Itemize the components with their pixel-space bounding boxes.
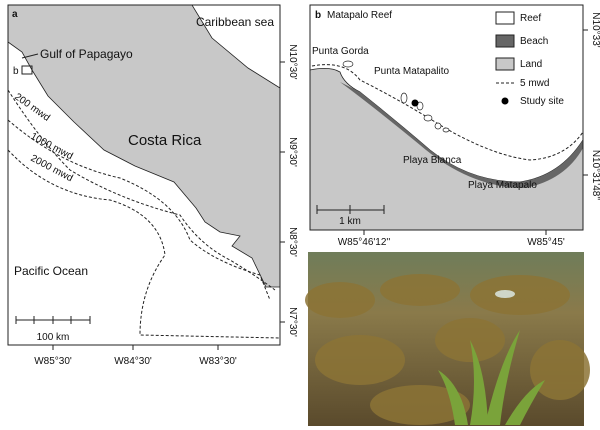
panel-b: b Matapalo Reef Reef Beach Land 5 mwd St… <box>309 4 584 231</box>
inset-label: b <box>13 66 19 77</box>
graticule: N10°30' N9°30' N8°30' N7°30' W85°30' W84°30' W… <box>34 12 600 367</box>
inset-box <box>21 65 33 75</box>
lon-label: W85°45' <box>527 237 565 248</box>
country-label: Costa Rica <box>128 132 202 149</box>
legend-label: Reef <box>520 13 541 24</box>
fish <box>495 290 515 298</box>
lon-label: W85°46'12'' <box>338 237 391 248</box>
panel-label: a <box>12 9 18 20</box>
scale-label: 1 km <box>339 216 361 227</box>
lat-label: N10°33' <box>590 12 600 47</box>
scale-bar <box>15 316 91 324</box>
land <box>7 4 281 288</box>
legend-swatch <box>501 97 509 105</box>
place-label: Playa Blanca <box>403 155 462 166</box>
legend-swatch <box>495 11 515 25</box>
lon-label: W84°30' <box>114 356 152 367</box>
reef <box>342 60 450 133</box>
lat-label: N7°30' <box>287 307 298 337</box>
place-label: Punta Matapalito <box>374 66 449 77</box>
gulf-label: Gulf of Papagayo <box>40 47 133 61</box>
legend-label: Land <box>520 59 542 70</box>
legend-label: Beach <box>520 36 548 47</box>
pointer <box>21 53 39 59</box>
study-site <box>411 99 419 107</box>
contour-2000 <box>7 149 281 339</box>
lon-label: W85°30' <box>34 356 72 367</box>
panel-title: Matapalo Reef <box>327 10 392 21</box>
sea-label: Caribbean sea <box>196 15 274 29</box>
legend: Reef Beach Land 5 mwd Study site <box>495 11 564 107</box>
lat-label: N8°30' <box>287 227 298 257</box>
scale-bar <box>316 205 385 214</box>
lat-label: N9°30' <box>287 137 298 167</box>
lat-label: N10°31'48'' <box>590 150 600 200</box>
depth-5 <box>311 64 584 161</box>
frame <box>309 4 584 231</box>
ocean-label: Pacific Ocean <box>14 264 88 278</box>
contour-1000 <box>7 119 271 301</box>
frame <box>7 4 281 346</box>
place-label: Playa Matapalo <box>468 180 537 191</box>
lat-label: N10°30' <box>287 44 298 79</box>
panel-a: a Caribbean sea Gulf of Papagayo b Costa… <box>7 4 281 346</box>
photo <box>305 252 590 426</box>
legend-label: Study site <box>520 96 564 107</box>
place-label: Punta Gorda <box>312 46 369 57</box>
panel-label: b <box>315 10 321 21</box>
legend-swatch <box>495 57 515 71</box>
legend-swatch <box>495 34 515 48</box>
contour-200 <box>7 89 276 291</box>
legend-label: 5 mwd <box>520 78 549 89</box>
scale-label: 100 km <box>37 332 70 343</box>
lon-label: W83°30' <box>199 356 237 367</box>
